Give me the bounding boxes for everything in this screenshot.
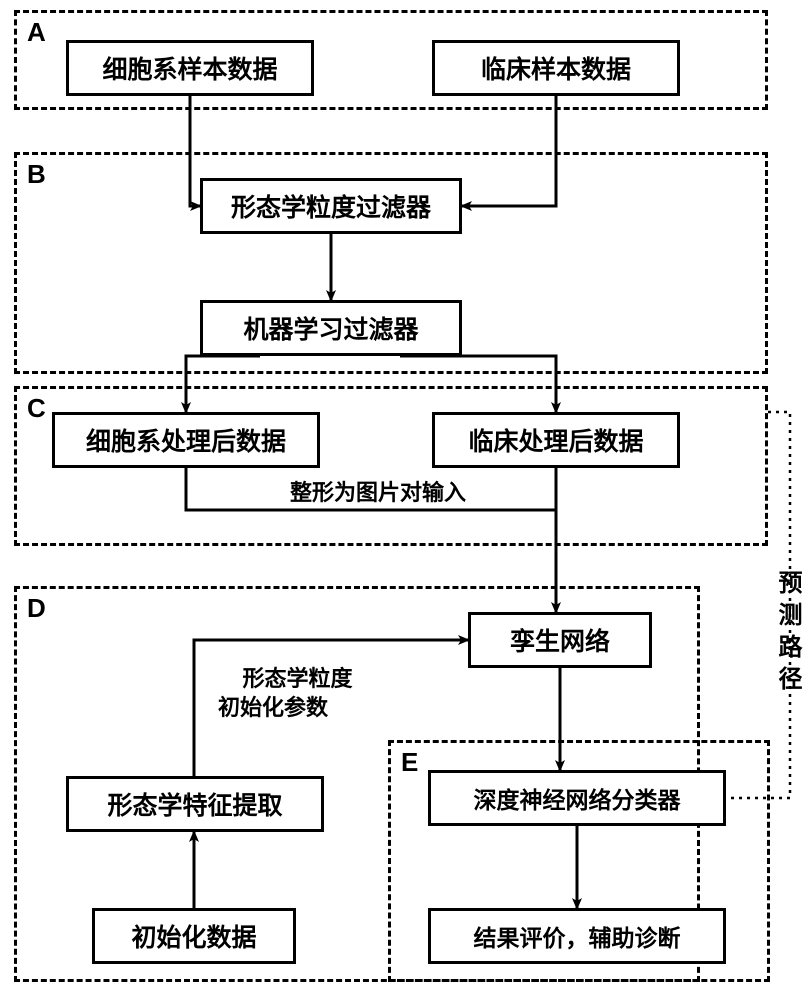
annotation-prediction-path-text: 预测路径: [774, 570, 801, 698]
node-d3-label: 初始化数据: [131, 918, 256, 954]
node-c2-label: 临床处理后数据: [468, 422, 643, 458]
node-d3: 初始化数据: [92, 908, 296, 964]
annotation-reshape: 整形为图片对输入: [290, 478, 466, 508]
node-b2: 机器学习过滤器: [200, 300, 462, 356]
node-b1-label: 形态学粒度过滤器: [231, 188, 431, 224]
node-d2: 形态学特征提取: [66, 776, 324, 832]
node-b1: 形态学粒度过滤器: [200, 178, 462, 234]
edge-b2-c2: [400, 356, 556, 412]
node-d1-label: 孪生网络: [510, 622, 610, 658]
node-a1: 细胞系样本数据: [66, 40, 314, 96]
node-e2: 结果评价，辅助诊断: [428, 908, 726, 964]
edge-a2-b1: [462, 96, 556, 206]
node-b2-label: 机器学习过滤器: [243, 310, 418, 346]
annotation-init-param-text: 形态学粒度 初始化参数: [218, 666, 352, 721]
annotation-init-param: 形态学粒度 初始化参数: [218, 634, 352, 753]
node-a2: 临床样本数据: [432, 40, 680, 96]
node-a2-label: 临床样本数据: [481, 50, 631, 86]
edge-a1-b1: [190, 96, 200, 206]
node-a1-label: 细胞系样本数据: [102, 50, 277, 86]
flowchart-canvas: A B C D E: [0, 0, 812, 1000]
annotation-prediction-path: 预测路径: [770, 570, 805, 698]
node-d2-label: 形态学特征提取: [107, 786, 282, 822]
node-c2: 临床处理后数据: [432, 412, 680, 468]
node-e2-label: 结果评价，辅助诊断: [474, 919, 681, 953]
node-e1: 深度神经网络分类器: [428, 770, 726, 826]
edge-b2-c1: [186, 356, 260, 412]
annotation-reshape-text: 整形为图片对输入: [290, 480, 466, 505]
node-c1: 细胞系处理后数据: [52, 412, 320, 468]
node-d1: 孪生网络: [468, 612, 652, 668]
node-c1-label: 细胞系处理后数据: [86, 422, 286, 458]
node-e1-label: 深度神经网络分类器: [474, 781, 681, 815]
